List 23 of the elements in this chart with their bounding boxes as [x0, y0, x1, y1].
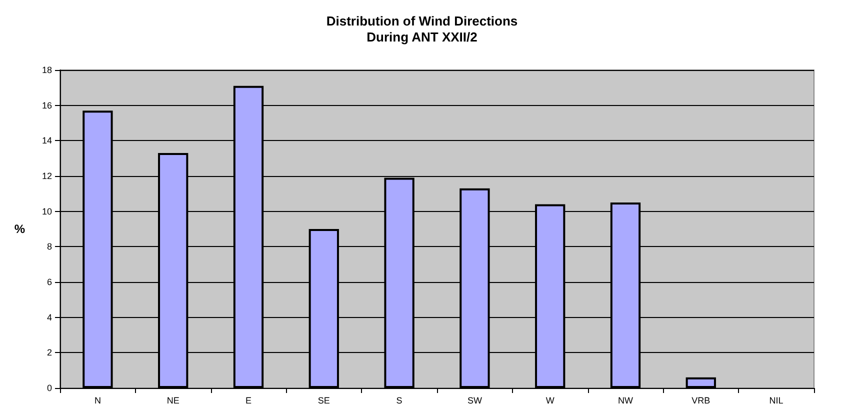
y-tick-label: 12 — [42, 171, 52, 181]
y-tick-label: 18 — [42, 65, 52, 75]
x-tick-label: NE — [166, 396, 180, 406]
x-tick-label: VRB — [692, 396, 710, 406]
x-tick-label: SE — [318, 396, 330, 406]
y-tick-label: 4 — [46, 312, 52, 322]
x-tick-label: NIL — [769, 396, 784, 406]
y-tick-label: 8 — [46, 242, 52, 252]
bar — [686, 377, 716, 388]
y-tick-label: 2 — [46, 348, 52, 358]
x-tick-label: NW — [618, 396, 634, 406]
y-tick-label: 10 — [42, 206, 52, 216]
y-tick-label: 6 — [46, 277, 52, 287]
x-tick-label: E — [245, 396, 252, 406]
x-tick-label: SW — [467, 396, 482, 406]
x-tick-label: W — [546, 396, 555, 406]
y-tick-label: 0 — [46, 383, 52, 393]
y-axis-title: % — [14, 222, 26, 236]
x-tick-label: N — [94, 396, 101, 406]
y-tick-label: 14 — [42, 136, 52, 146]
x-tick-label: S — [396, 396, 402, 406]
chart-title: Distribution of Wind Directions During ANT XXII/2 — [326, 14, 518, 44]
y-tick-label: 16 — [42, 100, 52, 110]
